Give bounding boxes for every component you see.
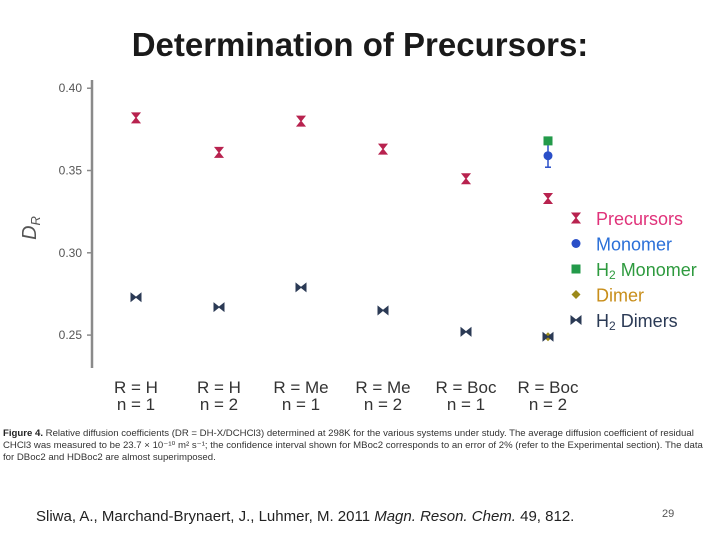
legend-marker-monomer <box>571 239 581 248</box>
h2_dimers-point <box>213 302 225 313</box>
y-tick-label: 0.30 <box>59 246 83 260</box>
legend-label-precursors: Precursors <box>596 209 683 229</box>
y-tick-label: 0.25 <box>59 328 83 342</box>
chart-marks <box>130 112 582 342</box>
legend-marker-precursors <box>570 212 582 224</box>
caption-label: Figure 4. <box>3 428 43 439</box>
x-category-sublabel: n = 2 <box>529 395 567 414</box>
precursors-point <box>377 143 389 155</box>
h2_dimers-point <box>130 292 142 303</box>
x-category-sublabel: n = 1 <box>282 395 320 414</box>
slide-number: 29 <box>662 508 675 520</box>
legend-label-dimer: Dimer <box>596 286 644 306</box>
legend-label-monomer: Monomer <box>596 235 672 255</box>
x-axis-labels: R = Hn = 1R = Hn = 2R = Men = 1R = Men =… <box>114 378 579 414</box>
h2_dimers-point <box>295 282 307 293</box>
x-category-label: R = H <box>197 378 241 397</box>
citation-tail: 49, 812. <box>520 508 575 525</box>
x-category-label: R = Me <box>355 378 410 397</box>
x-category-sublabel: n = 1 <box>447 395 485 414</box>
slide-title: Determination of Precursors: <box>131 26 589 63</box>
legend-marker-h2_dimers <box>570 314 582 326</box>
h2_dimers-point <box>377 305 389 316</box>
precursors-point <box>130 112 142 124</box>
precursors-point <box>295 115 307 127</box>
x-category-label: R = Boc <box>436 378 497 397</box>
h2_monomer-point <box>543 136 553 146</box>
chart-axes: 0.40 0.35 0.30 0.25 DR <box>19 80 94 368</box>
y-tick-label: 0.40 <box>59 81 83 95</box>
x-category-label: R = H <box>114 378 158 397</box>
y-axis-label: DR <box>19 216 43 240</box>
legend-marker-h2_monomer <box>571 264 581 274</box>
x-category-sublabel: n = 1 <box>117 395 155 414</box>
legend-label-h2_monomer: H2 Monomer <box>596 260 697 282</box>
citation-journal: Magn. Reson. Chem. <box>374 508 516 525</box>
precursors-point <box>542 192 554 204</box>
x-category-label: R = Boc <box>518 378 579 397</box>
legend-label-h2_dimers: H2 Dimers <box>596 311 678 333</box>
precursors-point <box>460 173 472 185</box>
h2_dimers-point <box>460 326 472 337</box>
precursors-point <box>213 146 225 158</box>
caption-text: Relative diffusion coefficients (DR = DH… <box>3 428 703 463</box>
citation-authors: Sliwa, A., Marchand-Brynaert, J., Luhmer… <box>36 508 371 525</box>
monomer-point <box>543 151 553 161</box>
x-category-sublabel: n = 2 <box>364 395 402 414</box>
x-category-label: R = Me <box>273 378 328 397</box>
x-category-sublabel: n = 2 <box>200 395 238 414</box>
citation: Sliwa, A., Marchand-Brynaert, J., Luhmer… <box>36 508 574 525</box>
h2_dimers-point <box>542 331 554 342</box>
figure-caption: Figure 4. Relative diffusion coefficient… <box>3 428 715 464</box>
chart-legend: Precursors Monomer H2 Monomer Dimer H2 Dimer… <box>596 209 697 333</box>
y-tick-label: 0.35 <box>59 164 83 178</box>
legend-marker-dimer <box>571 290 581 299</box>
